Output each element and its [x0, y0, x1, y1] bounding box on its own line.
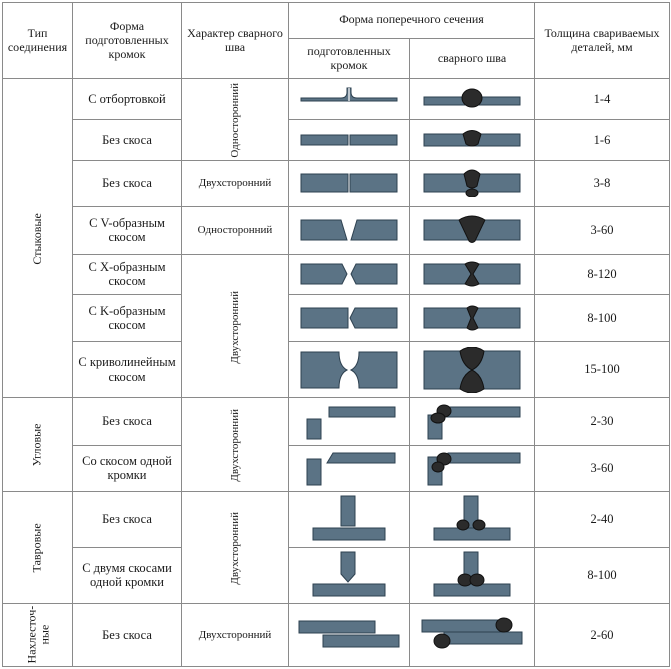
section-prepared-v	[288, 205, 410, 255]
section-weld-corner-bevel	[408, 444, 536, 492]
seam-two-sided: Двухсторонний	[181, 159, 289, 207]
table-row: Стыковые С отбортовкой Односторонний 1-4	[2, 78, 671, 399]
table-row: С V-образным скосом Односторонний 3-60	[3, 205, 671, 255]
section-weld-curved	[408, 341, 536, 399]
thickness-cell: 3-8	[534, 159, 671, 207]
seam-two-sided-3: Двухсторонний	[181, 397, 289, 492]
section-prepared-flanged	[288, 78, 410, 121]
section-prepared-x	[288, 253, 410, 296]
seam-two-sided-4: Двухсторонний	[181, 490, 289, 604]
table-row: Угловые Без скоса Двухсторонний 2-30	[2, 397, 671, 492]
thickness-cell: 3-60	[534, 205, 671, 255]
edge-form-cell: С криволинейным скосом	[72, 341, 182, 399]
group-lap: Нахлесточ-ные	[2, 602, 73, 668]
table-row: Нахлесточ-ные Без скоса Двухсторонний 2-…	[2, 602, 671, 668]
header-section: Форма поперечного сечения	[287, 2, 536, 39]
header-type: Тип соединения	[2, 1, 73, 80]
table-row: Без скоса 1-6	[3, 119, 671, 161]
edge-form-cell: С двумя скосами одной кромки	[72, 546, 182, 604]
edge-form-cell: С отбортовкой	[72, 78, 182, 121]
section-weld-corner	[408, 397, 536, 446]
group-corner: Угловые	[2, 397, 73, 492]
table-row: Тавровые Без скоса Двухсторонний 2-40	[2, 490, 671, 604]
seam-two-sided-5: Двухсторонний	[181, 602, 289, 668]
edge-form-cell: Без скоса	[72, 119, 182, 161]
seam-one-sided-2: Односторонний	[181, 205, 289, 255]
section-weld-v	[408, 205, 536, 255]
edge-form-cell: Без скоса	[72, 602, 182, 668]
edge-form-cell: С K-образным скосом	[72, 294, 182, 343]
section-weld-square	[408, 119, 536, 161]
section-prepared-k	[288, 294, 410, 343]
section-weld-x	[408, 253, 536, 296]
section-weld-k	[408, 294, 536, 343]
section-prepared-square	[288, 119, 410, 161]
table-row: С криволинейным скосом 15-100	[3, 341, 671, 399]
thickness-cell: 1-6	[534, 119, 671, 161]
section-prepared-lap	[288, 602, 410, 668]
edge-form-cell: С X-образным скосом	[72, 253, 182, 296]
section-prepared-corner	[288, 397, 410, 446]
header-seam: Характер сварного шва	[181, 1, 289, 80]
thickness-cell: 8-100	[534, 546, 671, 604]
section-prepared-corner-bevel	[288, 444, 410, 492]
edge-form-cell: С V-образным скосом	[72, 205, 182, 255]
section-prepared-tee	[288, 490, 410, 548]
header-section-weld: сварного шва	[408, 37, 536, 80]
thickness-cell: 2-40	[534, 490, 671, 548]
section-weld-square-2	[408, 159, 536, 207]
thickness-cell: 3-60	[534, 444, 671, 492]
seam-one-sided: Односторонний	[181, 78, 289, 161]
thickness-cell: 8-100	[534, 294, 671, 343]
table-row: Со скосом одной кромки 3-60	[3, 444, 671, 492]
seam-two-sided-2: Двухсторонний	[181, 253, 289, 399]
section-weld-lap	[408, 602, 536, 668]
thickness-cell: 2-60	[534, 602, 671, 668]
table-row: Без скоса Двухсторонний 3-8	[3, 159, 671, 207]
thickness-cell: 1-4	[534, 78, 671, 121]
section-prepared-curved	[288, 341, 410, 399]
section-prepared-tee-bevel	[288, 546, 410, 604]
edge-form-cell: Со скосом одной кромки	[72, 444, 182, 492]
edge-form-cell: Без скоса	[72, 397, 182, 446]
section-weld-tee	[408, 490, 536, 548]
thickness-cell: 15-100	[534, 341, 671, 399]
header-edge-form: Форма подготовленных кромок	[72, 1, 182, 80]
thickness-cell: 8-120	[534, 253, 671, 296]
table-row: С K-образным скосом 8-100	[3, 294, 671, 343]
edge-form-cell: Без скоса	[72, 159, 182, 207]
section-prepared-square-2	[288, 159, 410, 207]
group-tee: Тавровые	[2, 490, 73, 604]
section-weld-flanged	[408, 78, 536, 121]
group-butt: Стыковые	[2, 78, 73, 399]
header-section-prepared: подготовленных кромок	[288, 37, 410, 80]
header-thickness: Толщина свариваемых деталей, мм	[534, 1, 671, 80]
table-row: С X-образным скосом Двухсторонний 8-120	[3, 253, 671, 399]
section-weld-tee-bevel	[408, 546, 536, 604]
edge-form-cell: Без скоса	[72, 490, 182, 548]
table-row: С двумя скосами одной кромки 8-100	[3, 546, 671, 604]
thickness-cell: 2-30	[534, 397, 671, 446]
